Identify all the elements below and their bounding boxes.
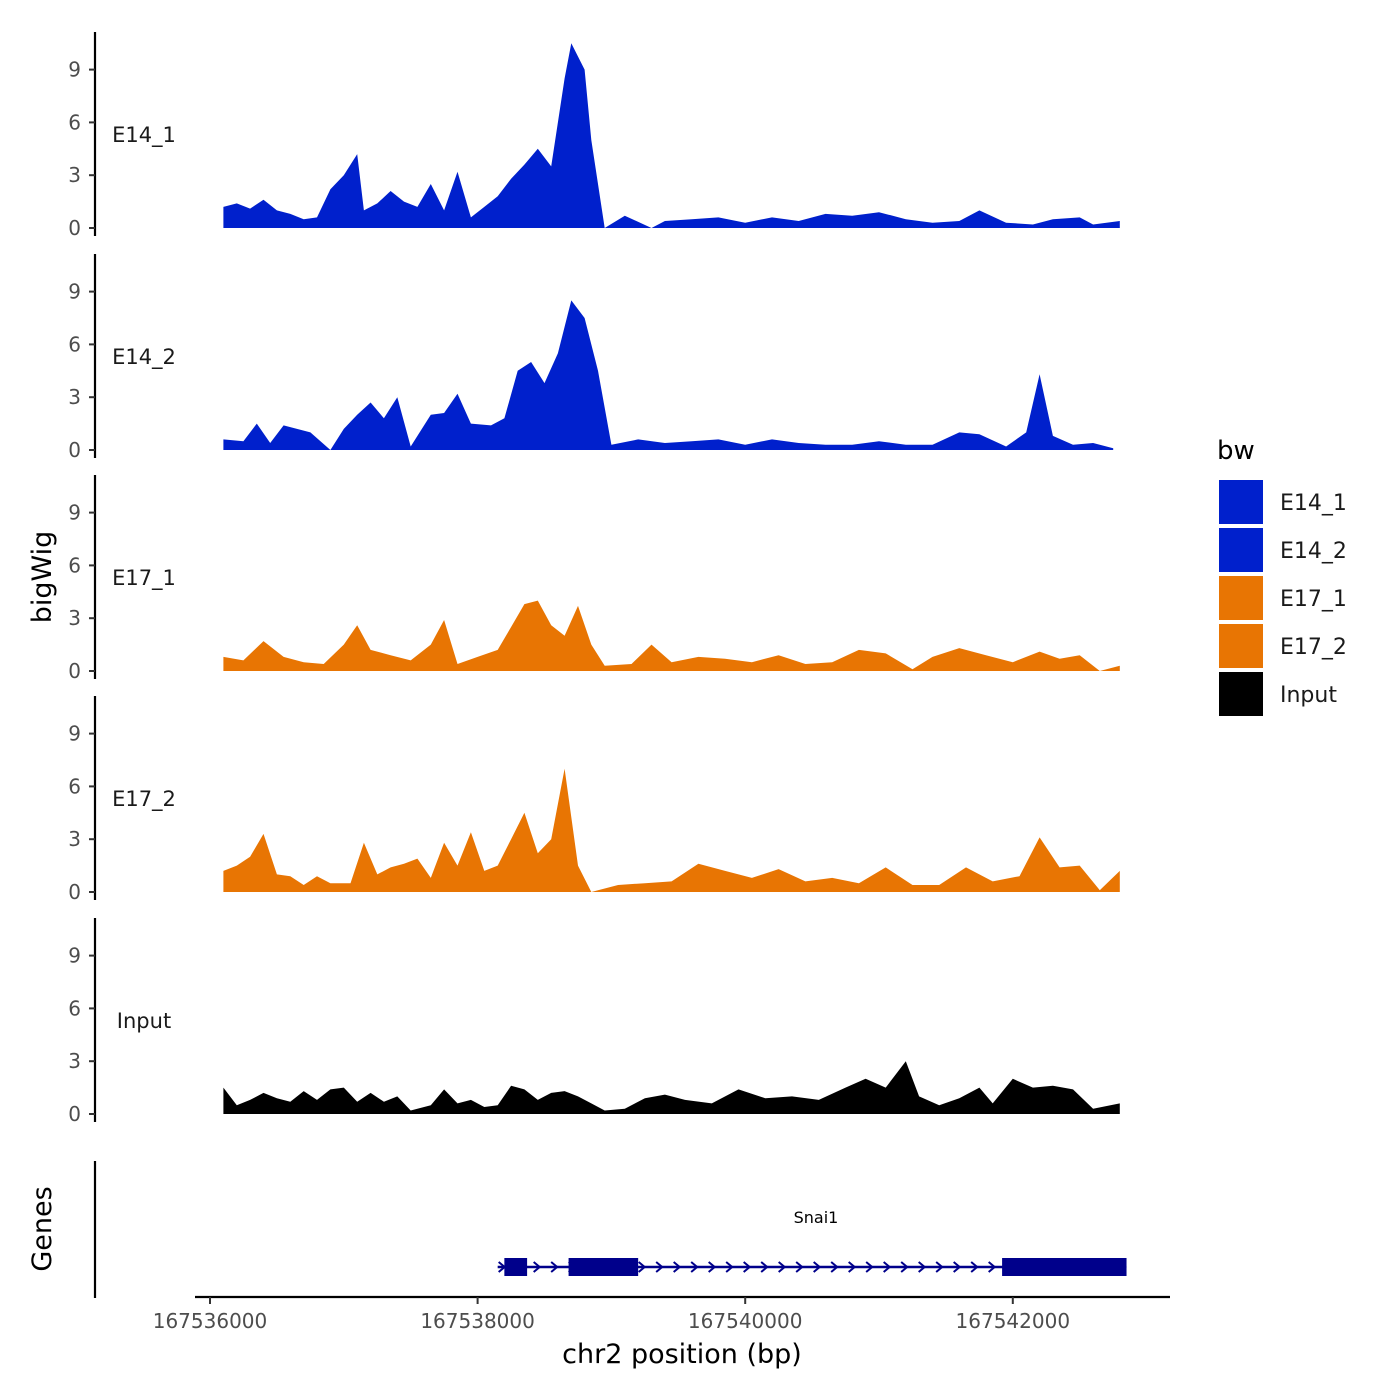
strand-arrow	[655, 1261, 664, 1273]
y-tick-label: 9	[68, 722, 81, 746]
y-tick-label: 6	[68, 332, 81, 356]
track-E14_1: 0 3 6 9 E14_1	[68, 32, 1120, 240]
strand-arrow	[795, 1261, 804, 1273]
strand-arrow	[638, 1261, 647, 1273]
strand-arrow	[743, 1261, 752, 1273]
y-tick-label: 3	[68, 163, 81, 187]
track-label: E17_2	[112, 787, 176, 812]
strand-arrow	[865, 1261, 874, 1273]
y-tick-label: 9	[68, 501, 81, 525]
y-tick-label: 9	[68, 58, 81, 82]
strand-arrow	[690, 1261, 699, 1273]
strand-arrow	[848, 1261, 857, 1273]
strand-arrow	[900, 1261, 909, 1273]
track-label: Input	[117, 1009, 171, 1033]
legend-label-Input: Input	[1280, 683, 1337, 708]
x-tick-label: 167542000	[956, 1309, 1071, 1333]
signal-area-E14_2	[223, 300, 1114, 450]
y-tick-label: 0	[68, 438, 81, 462]
gene-exon	[1002, 1258, 1127, 1276]
legend-swatch-Input	[1219, 672, 1263, 716]
strand-arrow	[533, 1261, 542, 1273]
legend-title: bw	[1217, 436, 1255, 466]
legend: bw E14_1 E14_2 E17_1 E17_2 Input	[1217, 436, 1347, 716]
legend-swatch-E14_2	[1219, 528, 1263, 572]
x-tick-label: 167540000	[688, 1309, 803, 1333]
strand-arrow	[935, 1261, 944, 1273]
strand-arrow	[708, 1261, 717, 1273]
y-tick-label: 6	[68, 774, 81, 798]
x-tick-label: 167538000	[420, 1309, 535, 1333]
y-tick-label: 0	[68, 1102, 81, 1126]
x-axis: 167536000 167538000 167540000 167542000	[153, 1295, 1170, 1333]
legend-label-E17_2: E17_2	[1280, 635, 1347, 660]
y-axis-title: bigWig	[27, 531, 58, 624]
y-tick-label: 0	[68, 216, 81, 240]
gene-exon	[568, 1258, 639, 1276]
signal-tracks: 0 3 6 9 E14_1 0 3 6 9 E14_2 0 3 6 9 E17_1 0 3 6 9 E17_2 0 3 6 9…	[68, 32, 1120, 1126]
legend-label-E14_2: E14_2	[1280, 539, 1347, 564]
y-tick-label: 9	[68, 280, 81, 304]
legend-swatch-E17_2	[1219, 624, 1263, 668]
signal-area-E17_2	[223, 768, 1120, 892]
track-label: E14_2	[112, 345, 176, 370]
legend-swatch-E17_1	[1219, 576, 1263, 620]
legend-label-E14_1: E14_1	[1280, 491, 1347, 516]
strand-arrow	[778, 1261, 787, 1273]
strand-arrow	[550, 1261, 559, 1273]
y-tick-label: 3	[68, 385, 81, 409]
strand-arrow	[988, 1261, 997, 1273]
signal-area-E17_1	[223, 600, 1120, 671]
strand-arrow	[673, 1261, 682, 1273]
legend-swatch-E14_1	[1219, 480, 1263, 524]
y-tick-label: 3	[68, 606, 81, 630]
gene-track: Snai1	[93, 1161, 1127, 1298]
y-tick-label: 0	[68, 880, 81, 904]
track-label: E14_1	[112, 123, 176, 148]
x-axis-title: chr2 position (bp)	[562, 1339, 802, 1370]
y-tick-label: 6	[68, 110, 81, 134]
y-tick-label: 0	[68, 659, 81, 683]
gene-track-title: Genes	[27, 1186, 58, 1271]
track-Input: 0 3 6 9 Input	[68, 918, 1120, 1126]
signal-area-E14_1	[223, 43, 1120, 229]
gene-name-label: Snai1	[794, 1208, 839, 1227]
y-tick-label: 9	[68, 944, 81, 968]
strand-arrow	[760, 1261, 769, 1273]
strand-arrow	[918, 1261, 927, 1273]
track-label: E17_1	[112, 566, 176, 591]
signal-area-Input	[223, 1061, 1120, 1114]
strand-arrow	[813, 1261, 822, 1273]
strand-arrow	[725, 1261, 734, 1273]
strand-arrow	[970, 1261, 979, 1273]
y-tick-label: 6	[68, 553, 81, 577]
legend-label-E17_1: E17_1	[1280, 587, 1347, 612]
gene-exon	[504, 1258, 528, 1276]
y-tick-label: 6	[68, 996, 81, 1020]
strand-arrow	[830, 1261, 839, 1273]
track-E17_1: 0 3 6 9 E17_1	[68, 475, 1120, 683]
x-tick-label: 167536000	[153, 1309, 268, 1333]
strand-arrow	[883, 1261, 892, 1273]
strand-arrow	[953, 1261, 962, 1273]
track-E17_2: 0 3 6 9 E17_2	[68, 696, 1120, 904]
track-E14_2: 0 3 6 9 E14_2	[68, 254, 1114, 462]
y-tick-label: 3	[68, 827, 81, 851]
y-tick-label: 3	[68, 1049, 81, 1073]
